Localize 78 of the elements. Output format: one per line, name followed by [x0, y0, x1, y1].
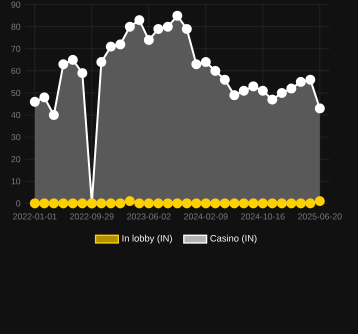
point: [276, 198, 287, 208]
point: [30, 96, 40, 107]
point: [305, 74, 316, 85]
point: [229, 198, 240, 208]
point: [39, 198, 50, 208]
point: [210, 66, 220, 76]
point: [68, 54, 78, 65]
point: [144, 34, 154, 45]
y-tick-label: 70: [11, 46, 20, 52]
y-tick-label: 40: [11, 112, 20, 118]
point: [58, 59, 68, 70]
point: [258, 86, 268, 96]
point: [210, 198, 220, 208]
point: [162, 198, 173, 208]
point: [172, 10, 182, 21]
point: [115, 198, 126, 208]
point: [124, 22, 135, 32]
point: [314, 196, 325, 206]
point: [162, 22, 173, 32]
y-tick-label: 60: [11, 68, 20, 74]
point: [153, 198, 164, 208]
point: [220, 74, 230, 85]
point: [258, 198, 268, 208]
point: [182, 24, 192, 34]
point: [68, 198, 78, 208]
point: [39, 92, 50, 102]
point: [124, 196, 135, 206]
point: [153, 24, 164, 34]
point: [106, 42, 116, 52]
point: [48, 198, 59, 208]
point: [77, 68, 88, 78]
x-tick-label: 2022-01-01: [13, 213, 57, 220]
point: [248, 81, 258, 92]
point: [248, 198, 258, 208]
point: [144, 198, 154, 208]
legend-label: Casino (IN): [210, 234, 257, 244]
x-tick-label: 2025-06-20: [298, 213, 342, 220]
point: [314, 103, 325, 114]
point: [191, 59, 202, 70]
point: [286, 84, 296, 94]
y-tick-label: 10: [12, 178, 20, 184]
point: [30, 198, 40, 208]
point: [238, 198, 249, 208]
y-tick-label: 30: [11, 134, 20, 140]
point: [276, 88, 287, 98]
y-tick-label: 80: [11, 24, 20, 30]
point: [200, 57, 211, 68]
x-tick-label: 2023-06-02: [127, 213, 171, 220]
point: [172, 198, 182, 208]
point: [96, 57, 106, 68]
legend-label: In lobby (IN): [122, 234, 172, 244]
y-tick-label: 50: [11, 90, 20, 96]
point: [134, 198, 144, 208]
point: [134, 15, 144, 26]
point: [296, 76, 306, 87]
point: [229, 90, 240, 100]
x-tick-label: 2022-09-29: [70, 213, 114, 220]
point: [106, 198, 116, 208]
point: [296, 198, 306, 208]
point: [182, 198, 192, 208]
point: [267, 198, 278, 208]
x-tick-label: 2024-10-16: [241, 213, 285, 220]
point: [58, 198, 68, 208]
point: [77, 198, 88, 208]
y-tick-label: 0: [16, 200, 20, 206]
point: [267, 94, 278, 105]
y-tick-label: 20: [11, 156, 20, 162]
point: [96, 198, 106, 208]
point: [191, 198, 202, 208]
x-tick-label: 2024-02-09: [184, 213, 228, 220]
point: [305, 198, 316, 208]
y-tick-label: 90: [11, 2, 20, 8]
point: [48, 110, 59, 120]
point: [286, 198, 296, 208]
point: [238, 86, 249, 96]
point: [115, 39, 126, 50]
point: [200, 198, 211, 208]
point: [220, 198, 230, 208]
